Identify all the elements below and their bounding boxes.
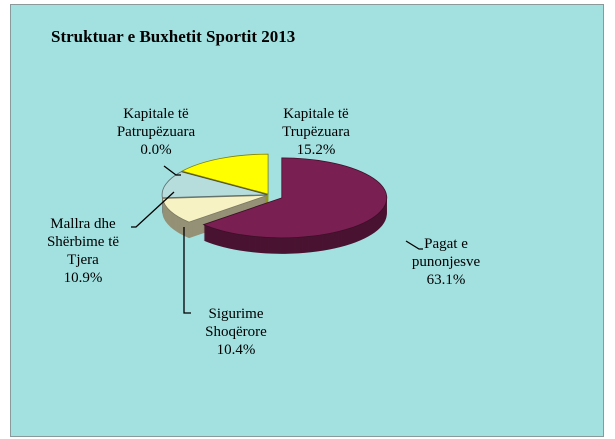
chart-title: Struktuar e Buxhetit Sportit 2013 xyxy=(51,27,296,46)
slice xyxy=(202,157,388,239)
category-label: Sigurime Shoqërore xyxy=(205,306,267,340)
category-label: Kapitale të Patrupëzuara xyxy=(116,106,196,140)
slice-label: Kapitale të Patrupëzuara 0.0% xyxy=(101,105,211,159)
value-label: 15.2% xyxy=(296,142,336,158)
leader-line xyxy=(131,191,175,228)
slice xyxy=(181,153,269,195)
chart-area: Struktuar e Buxhetit Sportit 2013 Pagat … xyxy=(10,4,604,437)
category-label: Pagat e punonjesve xyxy=(411,236,481,270)
leader-line xyxy=(405,240,423,250)
category-label: Kapitale të Trupëzuara xyxy=(282,106,350,140)
value-label: 63.1% xyxy=(426,272,466,288)
slice-label: Sigurime Shoqërore 10.4% xyxy=(186,305,286,359)
slice-label: Kapitale të Trupëzuara 15.2% xyxy=(266,105,366,159)
category-label: Mallra dhe Shërbime të Tjera xyxy=(46,216,120,268)
pie xyxy=(161,153,388,254)
leader-line xyxy=(183,227,191,314)
slice xyxy=(161,194,268,223)
slice xyxy=(161,171,268,199)
value-label: 10.9% xyxy=(63,270,103,286)
value-label: 10.4% xyxy=(216,342,256,358)
leader-lines xyxy=(131,165,423,314)
chart xyxy=(131,153,423,314)
value-label: 0.0% xyxy=(140,142,172,158)
slice-label: Mallra dhe Shërbime të Tjera 10.9% xyxy=(33,215,133,287)
slice-label: Pagat e punonjesve 63.1% xyxy=(396,235,496,289)
leader-line xyxy=(163,165,181,176)
